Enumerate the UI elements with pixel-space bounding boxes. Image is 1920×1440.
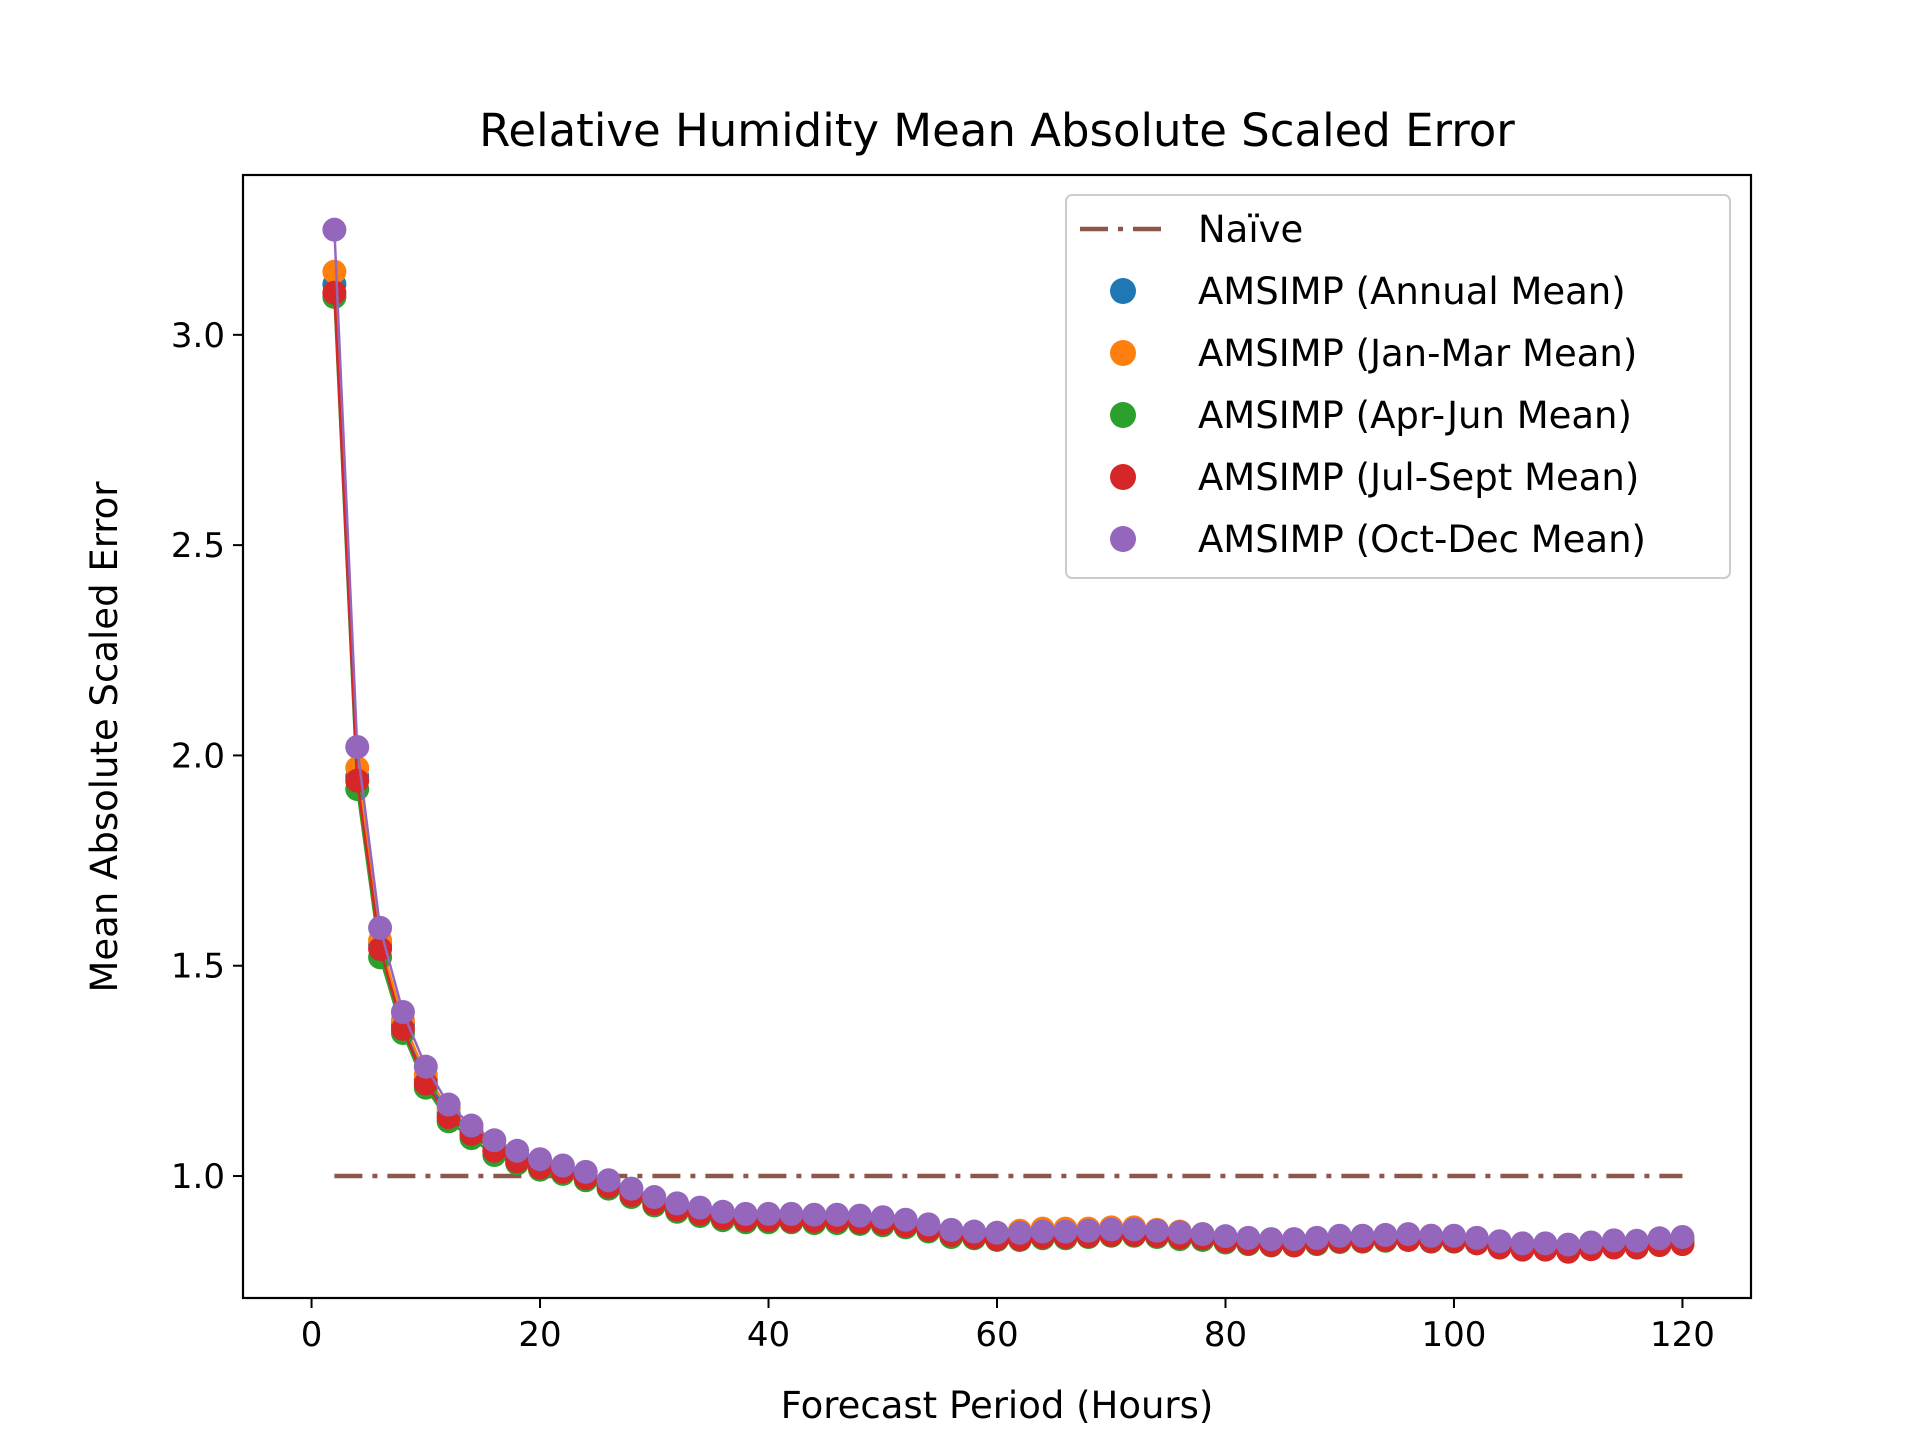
series-layer xyxy=(322,217,1695,1264)
plot-area xyxy=(322,217,1695,1264)
data-point xyxy=(1007,1220,1032,1245)
legend-marker xyxy=(1110,278,1136,304)
x-axis: 0 20 40 60 80 100 120 xyxy=(301,1298,1715,1355)
legend-marker xyxy=(1110,526,1136,552)
data-point xyxy=(1464,1225,1489,1250)
x-tick-label: 60 xyxy=(975,1315,1018,1355)
data-point xyxy=(1099,1217,1124,1242)
data-point xyxy=(779,1201,804,1226)
data-point xyxy=(1556,1232,1581,1257)
data-point xyxy=(802,1202,827,1227)
data-point xyxy=(1441,1223,1466,1248)
data-point xyxy=(1647,1226,1672,1251)
data-point xyxy=(1236,1225,1261,1250)
data-point xyxy=(1327,1223,1352,1248)
data-point xyxy=(1282,1227,1307,1252)
x-tick-label: 0 xyxy=(301,1315,323,1355)
legend-marker xyxy=(1110,340,1136,366)
y-tick-label: 1.0 xyxy=(171,1157,225,1197)
data-point xyxy=(1373,1222,1398,1247)
legend-label: AMSIMP (Jan-Mar Mean) xyxy=(1198,332,1637,375)
data-point xyxy=(345,768,370,793)
data-point xyxy=(413,1054,438,1079)
y-tick-label: 3.0 xyxy=(171,316,225,356)
data-point xyxy=(1601,1228,1626,1253)
data-point xyxy=(642,1185,667,1210)
legend: Naïve AMSIMP (Annual Mean) AMSIMP (Jan-Mar… xyxy=(1065,194,1731,579)
data-point xyxy=(1259,1227,1284,1252)
y-axis: 1.0 1.5 2.0 2.5 3.0 xyxy=(171,316,243,1197)
data-point xyxy=(322,259,347,284)
data-point xyxy=(870,1205,895,1230)
data-point xyxy=(962,1219,987,1244)
data-point xyxy=(939,1217,964,1242)
data-point xyxy=(619,1176,644,1201)
y-tick-label: 2.5 xyxy=(171,526,225,566)
data-point xyxy=(1396,1222,1421,1247)
chart-title: Relative Humidity Mean Absolute Scaled E… xyxy=(479,104,1515,157)
data-point xyxy=(322,280,347,305)
legend-label: AMSIMP (Oct-Dec Mean) xyxy=(1198,518,1646,561)
data-point xyxy=(573,1159,598,1184)
x-axis-label: Forecast Period (Hours) xyxy=(781,1384,1214,1427)
data-point xyxy=(390,1016,415,1041)
data-point xyxy=(893,1207,918,1232)
legend-box xyxy=(1065,194,1731,579)
data-point xyxy=(1419,1223,1444,1248)
data-point xyxy=(390,999,415,1024)
data-point xyxy=(1053,1219,1078,1244)
data-point xyxy=(436,1092,461,1117)
data-point xyxy=(1144,1218,1169,1243)
legend-marker xyxy=(1110,464,1136,490)
data-point xyxy=(322,217,347,242)
data-point xyxy=(665,1191,690,1216)
data-point xyxy=(1122,1217,1147,1242)
y-axis-label: Mean Absolute Scaled Error xyxy=(83,481,126,993)
legend-label: AMSIMP (Jul-Sept Mean) xyxy=(1198,456,1639,499)
data-point xyxy=(1213,1224,1238,1249)
data-point xyxy=(733,1201,758,1226)
data-point xyxy=(528,1147,553,1172)
data-point xyxy=(1510,1231,1535,1256)
data-point xyxy=(1076,1218,1101,1243)
data-point xyxy=(1190,1222,1215,1247)
data-point xyxy=(1167,1220,1192,1245)
data-point xyxy=(985,1220,1009,1245)
data-point xyxy=(459,1113,484,1138)
legend-label: AMSIMP (Annual Mean) xyxy=(1198,270,1626,313)
data-point xyxy=(916,1212,941,1237)
data-point xyxy=(825,1202,850,1227)
data-point xyxy=(1350,1223,1375,1248)
data-point xyxy=(482,1128,507,1153)
data-point xyxy=(687,1195,712,1220)
data-point xyxy=(847,1203,872,1228)
x-tick-label: 80 xyxy=(1204,1315,1247,1355)
data-point xyxy=(1533,1231,1558,1256)
legend-label: AMSIMP (Apr-Jun Mean) xyxy=(1198,394,1632,437)
x-tick-label: 100 xyxy=(1422,1315,1487,1355)
data-point xyxy=(550,1153,575,1178)
data-point xyxy=(1030,1219,1055,1244)
data-point xyxy=(1670,1225,1695,1250)
series-4 xyxy=(322,217,1695,1257)
data-point xyxy=(368,915,393,940)
data-point xyxy=(1579,1230,1604,1255)
y-tick-label: 2.0 xyxy=(171,736,225,776)
legend-marker xyxy=(1110,402,1136,428)
data-point xyxy=(1304,1225,1329,1250)
x-tick-label: 40 xyxy=(747,1315,790,1355)
data-point xyxy=(710,1199,735,1224)
data-point xyxy=(596,1168,621,1193)
x-tick-label: 120 xyxy=(1650,1315,1715,1355)
data-point xyxy=(756,1201,781,1226)
x-tick-label: 20 xyxy=(518,1315,561,1355)
data-point xyxy=(345,735,370,760)
data-point xyxy=(1624,1228,1649,1253)
y-tick-label: 1.5 xyxy=(171,947,225,987)
data-point xyxy=(505,1138,530,1163)
data-point xyxy=(368,936,393,961)
data-point xyxy=(1487,1229,1512,1254)
legend-label: Naïve xyxy=(1198,208,1303,251)
